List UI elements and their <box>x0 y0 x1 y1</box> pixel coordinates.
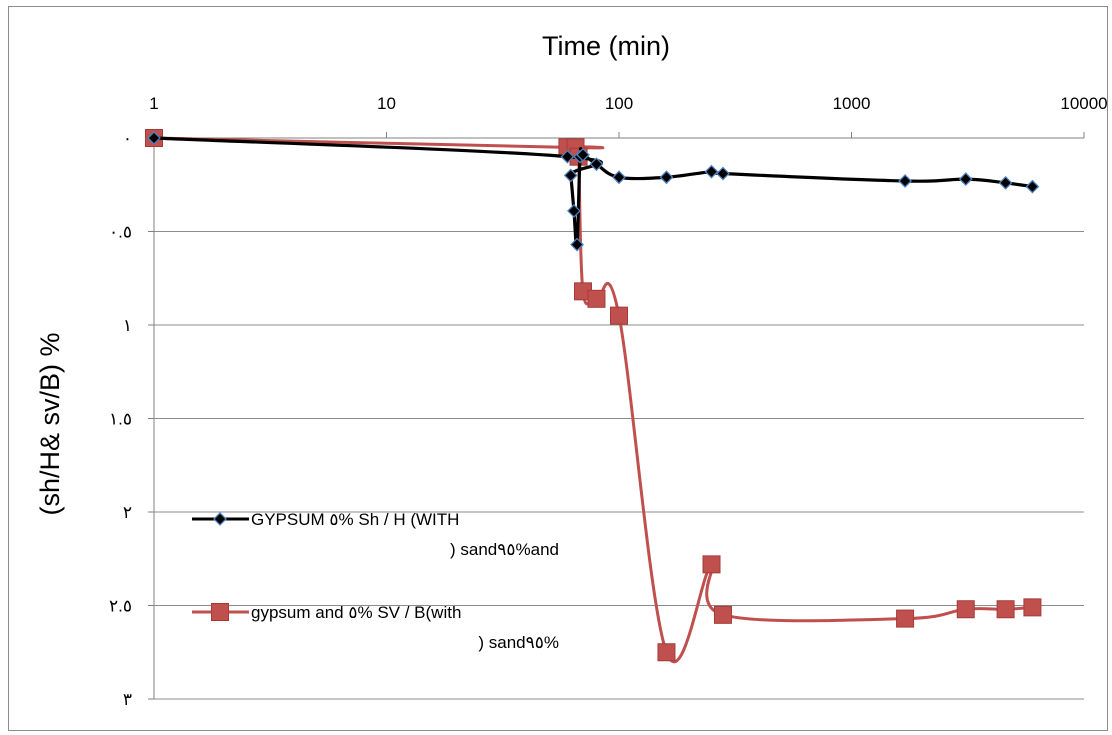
series-1-point <box>704 164 719 179</box>
series-1-point <box>567 204 581 218</box>
series-1-point <box>612 170 626 185</box>
series-layer <box>145 129 1042 664</box>
legend-entry-2: gypsum and ٥% SV / B(with ) sand٩٥% <box>192 603 559 652</box>
x-tick-label: 1000 <box>833 94 871 113</box>
x-tick-label: 100 <box>605 94 633 113</box>
series-1-line <box>153 136 1033 249</box>
y-tick-label: ٠ <box>123 129 132 148</box>
tick-layer: ٠ ٠.٥ ١ ١.٥ ٢ ٢.٥ ٣ 1 10 100 1000 10000 <box>109 94 1108 709</box>
series-1 <box>147 131 1040 252</box>
series-2-point <box>713 605 732 624</box>
series-1-point <box>716 166 730 181</box>
series-1-point <box>659 170 674 185</box>
legend-label-line1: gypsum and ٥% SV / B(with <box>251 603 461 622</box>
series-1-point <box>563 168 578 183</box>
series-1-point <box>998 175 1013 190</box>
x-tick-label: 10000 <box>1060 94 1107 113</box>
series-2-point <box>587 289 606 308</box>
y-tick-label: ٣ <box>123 690 132 709</box>
series-1-point <box>958 172 973 187</box>
series-2-point <box>657 643 676 662</box>
legend-entry-1: GYPSUM ٥% Sh / H (WITH ) sand٩٥%and <box>192 510 559 559</box>
y-tick-label: ١.٥ <box>109 410 132 429</box>
legend-label-line2: ) sand٩٥% <box>478 633 559 652</box>
legend-swatch-marker <box>213 512 227 526</box>
x-tick-label: 10 <box>377 94 396 113</box>
series-2-point <box>996 600 1015 619</box>
series-1-point <box>560 149 575 164</box>
series-1-point <box>898 174 912 188</box>
series-2-point <box>610 306 628 325</box>
y-tick-label: ٢.٥ <box>109 597 132 616</box>
series-2-point <box>702 555 721 574</box>
series-2-line <box>153 136 1033 664</box>
grid-layer <box>148 132 1085 700</box>
series-2-point <box>956 600 975 619</box>
series-1-point <box>1025 179 1040 194</box>
series-1-point <box>147 131 161 145</box>
legend: GYPSUM ٥% Sh / H (WITH ) sand٩٥%and gypsum… <box>192 510 559 652</box>
x-axis-title: Time (min) <box>542 31 670 61</box>
legend-label-line2: ) sand٩٥%and <box>450 540 559 559</box>
y-axis-title: (sh/H& sv/B) % <box>35 332 65 515</box>
series-2-point <box>896 609 915 628</box>
chart-svg: ٠٠.٥١١.٥٢٢.٥٣1 10 100 1000 10000 Time (min) … <box>35 31 1108 709</box>
y-tick-label: ١ <box>123 316 132 335</box>
series-1-point <box>589 157 604 172</box>
x-tick-label: 1 <box>149 94 158 113</box>
series-1-point <box>576 147 590 162</box>
series-2 <box>145 129 1042 664</box>
chart-frame: ٠ ٠.٥ ١ ١.٥ ٢ ٢.٥ ٣ 1 10 100 1000 10000 Time (min) … <box>8 6 1108 731</box>
series-1-point <box>570 237 584 252</box>
series-2-point <box>1023 598 1042 617</box>
legend-label-line1: GYPSUM ٥% Sh / H (WITH <box>251 510 459 529</box>
y-tick-label: ٠.٥ <box>109 223 132 242</box>
legend-swatch-marker <box>211 603 229 621</box>
y-tick-label: ٢ <box>123 503 132 522</box>
